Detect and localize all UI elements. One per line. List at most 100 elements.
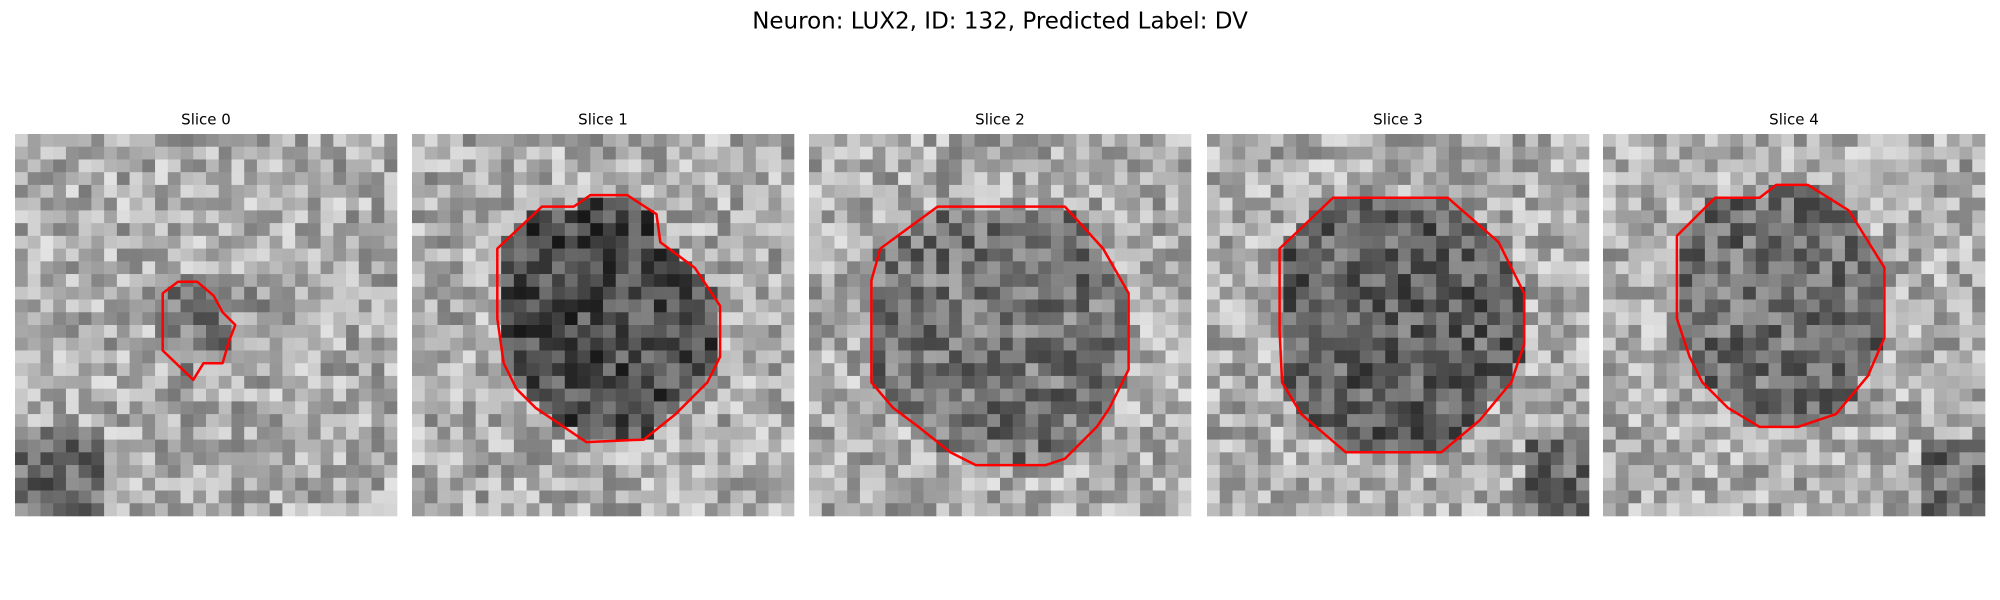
pixel (717, 210, 731, 224)
pixel (821, 274, 835, 288)
pixel (1768, 388, 1782, 402)
pixel (679, 172, 693, 186)
pixel (27, 490, 41, 504)
pixel (1140, 223, 1154, 237)
pixel (412, 414, 426, 428)
pixel (1270, 235, 1284, 249)
pixel (1946, 210, 1960, 224)
pixel (1743, 388, 1757, 402)
pixel (1207, 401, 1221, 415)
pixel (1359, 274, 1373, 288)
pixel (475, 350, 489, 364)
pixel (1895, 235, 1909, 249)
pixel (475, 414, 489, 428)
pixel (730, 503, 744, 517)
pixel (1628, 452, 1642, 466)
pixel (358, 490, 372, 504)
pixel (1436, 235, 1450, 249)
pixel (768, 350, 782, 364)
pixel (717, 248, 731, 262)
pixel (1000, 426, 1014, 440)
pixel (256, 223, 270, 237)
pixel (1692, 159, 1706, 173)
pixel (1359, 337, 1373, 351)
pixel (1972, 223, 1986, 237)
pixel (1436, 452, 1450, 466)
pixel (987, 452, 1001, 466)
pixel (450, 452, 464, 466)
pixel (1895, 197, 1909, 211)
pixel (1832, 490, 1846, 504)
pixel (1895, 134, 1909, 148)
pixel (987, 261, 1001, 275)
pixel (501, 388, 515, 402)
pixel (1653, 350, 1667, 364)
pixel (27, 261, 41, 275)
pixel (412, 426, 426, 440)
pixel (1000, 375, 1014, 389)
pixel (1844, 248, 1858, 262)
pixel (1525, 159, 1539, 173)
pixel (1794, 172, 1808, 186)
pixel (1232, 299, 1246, 313)
pixel (1679, 490, 1693, 504)
pixel (743, 261, 757, 275)
pixel (256, 210, 270, 224)
pixel (1563, 159, 1577, 173)
pixel (1641, 184, 1655, 198)
pixel (1076, 159, 1090, 173)
pixel (717, 159, 731, 173)
pixel (590, 477, 604, 491)
pixel (1436, 337, 1450, 351)
pixel (116, 426, 130, 440)
pixel (692, 172, 706, 186)
pixel (1000, 299, 1014, 313)
pixel (1641, 235, 1655, 249)
pixel (1946, 477, 1960, 491)
pixel (1908, 146, 1922, 160)
pixel (821, 503, 835, 517)
pixel (193, 146, 207, 160)
pixel (1448, 184, 1462, 198)
pixel (104, 477, 118, 491)
pixel (1832, 223, 1846, 237)
pixel (539, 274, 553, 288)
pixel (1883, 172, 1897, 186)
pixel (27, 325, 41, 339)
pixel (1308, 350, 1322, 364)
pixel (1257, 401, 1271, 415)
pixel (1972, 286, 1986, 300)
pixel (1525, 477, 1539, 491)
pixel (104, 261, 118, 275)
pixel (847, 414, 861, 428)
pixel (1641, 159, 1655, 173)
pixel (898, 146, 912, 160)
pixel (1025, 223, 1039, 237)
pixel (116, 465, 130, 479)
pixel (898, 235, 912, 249)
pixel (615, 134, 629, 148)
pixel (1512, 477, 1526, 491)
pixel (1347, 503, 1361, 517)
pixel (1127, 401, 1141, 415)
pixel (15, 363, 29, 377)
pixel (1012, 388, 1026, 402)
pixel (1089, 312, 1103, 326)
pixel (1806, 388, 1820, 402)
pixel (1603, 134, 1617, 148)
pixel (666, 350, 680, 364)
pixel (91, 286, 105, 300)
pixel (167, 184, 181, 198)
pixel (1972, 388, 1986, 402)
pixel (116, 223, 130, 237)
pixel (821, 465, 835, 479)
pixel (1372, 375, 1386, 389)
pixel (462, 223, 476, 237)
pixel (603, 426, 617, 440)
pixel (1283, 477, 1297, 491)
pixel (1895, 490, 1909, 504)
pixel (1692, 235, 1706, 249)
pixel (834, 235, 848, 249)
pixel (768, 223, 782, 237)
pixel (358, 134, 372, 148)
